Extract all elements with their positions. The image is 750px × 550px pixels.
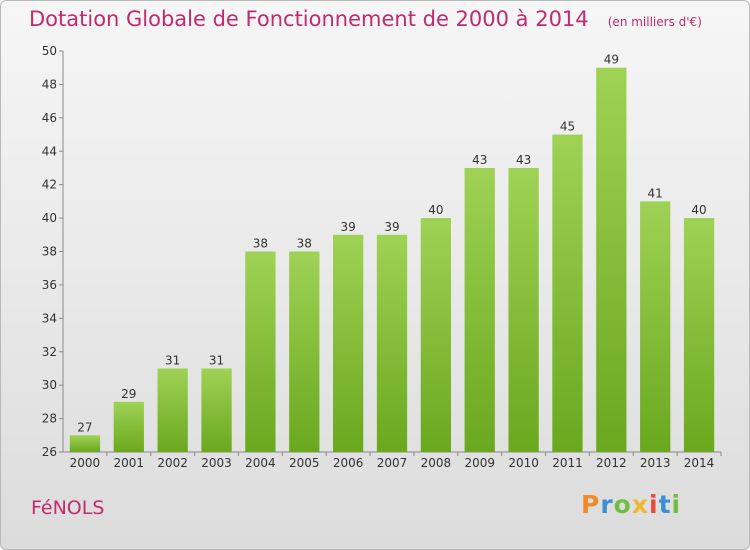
data-label: 43: [516, 153, 531, 167]
x-tick-label: 2004: [245, 456, 276, 470]
data-label: 38: [297, 237, 312, 251]
logo-letter: r: [600, 490, 614, 519]
bar: [508, 167, 539, 452]
bar: [157, 368, 188, 452]
chart-subtitle: (en milliers d'€): [607, 15, 702, 29]
x-tick-label: 2002: [157, 456, 188, 470]
x-tick-label: 2000: [70, 456, 101, 470]
data-label: 39: [384, 220, 399, 234]
bar: [69, 435, 101, 452]
bar: [245, 251, 276, 452]
bar: [552, 134, 583, 453]
data-label: 43: [472, 153, 487, 167]
logo-letter: t: [658, 490, 672, 519]
data-label: 45: [560, 120, 575, 134]
bar: [333, 234, 364, 452]
data-label: 40: [691, 203, 706, 217]
x-tick-label: 2008: [421, 456, 452, 470]
y-tick-label: 44: [42, 144, 57, 158]
y-tick-label: 34: [42, 311, 57, 325]
logo-letter: P: [581, 490, 601, 519]
data-label: 31: [165, 353, 180, 367]
y-tick-label: 46: [42, 111, 57, 125]
bar: [289, 251, 320, 452]
data-label: 39: [340, 220, 355, 234]
x-tick-label: 2011: [552, 456, 583, 470]
bar: [596, 67, 627, 453]
bar: [376, 234, 408, 452]
x-tick-label: 2013: [640, 456, 671, 470]
x-tick-label: 2010: [508, 456, 539, 470]
logo-letter: i: [649, 490, 659, 519]
axes: 26 28 30 32 34 36 38 40 42 44 46 48 50 2000 2001 2002 20…: [42, 44, 722, 470]
bar: [464, 167, 495, 452]
data-label: 40: [428, 203, 443, 217]
y-tick-label: 26: [42, 445, 57, 459]
proxiti-logo[interactable]: Proxiti: [581, 490, 681, 519]
y-tick-label: 36: [42, 278, 57, 292]
data-label: 41: [648, 186, 663, 200]
x-tick-label: 2006: [333, 456, 364, 470]
data-label: 38: [253, 237, 268, 251]
bars: [69, 67, 715, 453]
y-tick-label: 28: [42, 412, 57, 426]
bar: [201, 368, 232, 452]
logo-letter: i: [671, 490, 682, 519]
bar: [420, 218, 451, 452]
chart-title: Dotation Globale de Fonctionnement de 20…: [29, 7, 589, 31]
bar: [683, 218, 715, 452]
x-tick-label: 2001: [114, 456, 145, 470]
data-label: 31: [209, 353, 224, 367]
logo-letter: x: [631, 490, 649, 519]
y-tick-label: 40: [42, 211, 57, 225]
title-row: Dotation Globale de Fonctionnement de 20…: [29, 7, 702, 31]
x-tick-label: 2009: [464, 456, 495, 470]
x-tick-label: 2007: [377, 456, 408, 470]
x-tick-label: 2014: [684, 456, 715, 470]
data-label: 29: [121, 387, 136, 401]
y-tick-label: 48: [42, 77, 57, 91]
y-tick-label: 50: [42, 44, 57, 58]
y-tick-label: 38: [42, 245, 57, 259]
y-tick-label: 30: [42, 378, 57, 392]
y-tick-label: 42: [42, 178, 57, 192]
bar: [113, 401, 144, 453]
data-label: 27: [77, 420, 92, 434]
commune-name: FéNOLS: [31, 497, 105, 519]
y-tick-label: 32: [42, 345, 57, 359]
data-labels: 27 29 31 31 38 38 39 39 40 43 43 45 49 41 40: [77, 53, 706, 435]
logo-letter: o: [613, 490, 632, 519]
data-label: 49: [604, 53, 619, 67]
x-tick-label: 2003: [201, 456, 232, 470]
x-tick-label: 2005: [289, 456, 320, 470]
x-tick-label: 2012: [596, 456, 627, 470]
bar: [640, 201, 671, 453]
